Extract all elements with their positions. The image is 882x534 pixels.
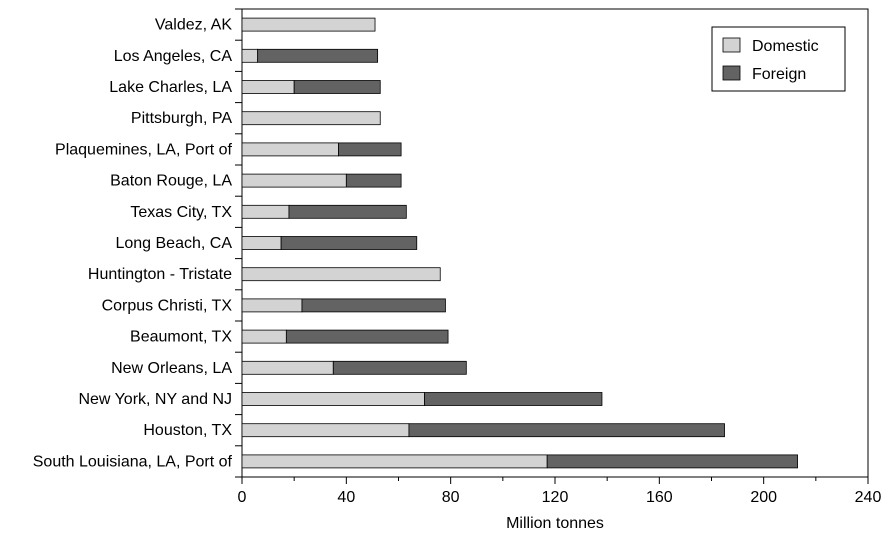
bar-domestic-new-york-ny-and-nj xyxy=(241,392,425,406)
bar-foreign-baton-rouge-la xyxy=(345,173,402,188)
bar-domestic-beaumont-tx xyxy=(241,329,287,344)
category-label-corpus-christi-tx: Corpus Christi, TX xyxy=(102,297,233,314)
bar-domestic-south-louisiana-la-port-of xyxy=(241,454,548,469)
bar-domestic-los-angeles-ca xyxy=(241,48,259,63)
bars-group xyxy=(241,17,798,469)
bar-domestic-valdez-ak xyxy=(241,17,376,32)
category-label-houston-tx: Houston, TX xyxy=(143,422,232,439)
bar-foreign-los-angeles-ca xyxy=(257,48,379,63)
category-label-los-angeles-ca: Los Angeles, CA xyxy=(114,48,233,65)
bar-domestic-new-orleans-la xyxy=(241,360,334,375)
category-labels: Valdez, AK Los Angeles, CA Lake Charles, L… xyxy=(33,17,233,471)
category-label-beaumont-tx: Beaumont, TX xyxy=(130,329,232,346)
bar-foreign-lake-charles-la xyxy=(293,80,381,94)
category-label-pittsburgh-pa: Pittsburgh, PA xyxy=(131,110,232,127)
bar-foreign-new-york-ny-and-nj xyxy=(424,392,603,406)
bar-foreign-long-beach-ca xyxy=(280,236,418,250)
bar-foreign-corpus-christi-tx xyxy=(301,298,446,313)
category-label-baton-rouge-la: Baton Rouge, LA xyxy=(110,173,232,190)
x-axis: 0 40 80 120 160 200 240 xyxy=(238,477,882,506)
category-label-huntington-tristate: Huntington - Tristate xyxy=(88,266,232,283)
bar-domestic-corpus-christi-tx xyxy=(241,298,303,313)
x-tick-label: 200 xyxy=(750,489,777,506)
x-axis-title: Million tonnes xyxy=(506,515,604,532)
bar-domestic-baton-rouge-la xyxy=(241,173,347,188)
x-tick-label: 40 xyxy=(337,489,355,506)
x-tick-label: 0 xyxy=(238,489,247,506)
legend-swatch-foreign xyxy=(722,65,741,81)
category-label-south-louisiana-la-port-of: South Louisiana, LA, Port of xyxy=(33,453,233,470)
bar-domestic-huntington-tristate xyxy=(241,267,441,282)
category-label-new-york-ny-and-nj: New York, NY and NJ xyxy=(78,391,232,408)
bar-foreign-houston-tx xyxy=(408,423,725,438)
bar-domestic-pittsburgh-pa xyxy=(241,111,381,126)
category-label-valdez-ak: Valdez, AK xyxy=(155,17,232,34)
bar-foreign-beaumont-tx xyxy=(285,329,449,344)
bar-domestic-long-beach-ca xyxy=(241,236,282,250)
category-label-lake-charles-la: Lake Charles, LA xyxy=(109,79,232,96)
bar-domestic-plaquemines-la-port-of xyxy=(241,142,339,157)
bar-foreign-south-louisiana-la-port-of xyxy=(546,454,798,469)
y-ticks xyxy=(235,8,242,478)
x-tick-label: 80 xyxy=(442,489,460,506)
legend: Domestic Foreign xyxy=(711,26,846,92)
legend-label-foreign: Foreign xyxy=(752,66,806,83)
legend-label-domestic: Domestic xyxy=(752,38,819,55)
bar-domestic-houston-tx xyxy=(241,423,410,438)
bar-foreign-texas-city-tx xyxy=(288,204,407,219)
x-tick-label: 160 xyxy=(646,489,673,506)
bar-domestic-lake-charles-la xyxy=(241,80,295,94)
bar-foreign-plaquemines-la-port-of xyxy=(338,142,402,157)
category-label-texas-city-tx: Texas City, TX xyxy=(130,204,232,221)
x-tick-label: 240 xyxy=(855,489,882,506)
bar-domestic-texas-city-tx xyxy=(241,204,290,219)
category-label-long-beach-ca: Long Beach, CA xyxy=(115,235,232,252)
category-label-new-orleans-la: New Orleans, LA xyxy=(111,360,232,377)
category-label-plaquemines-la-port-of: Plaquemines, LA, Port of xyxy=(55,141,233,158)
bar-foreign-new-orleans-la xyxy=(332,360,467,375)
x-tick-label: 120 xyxy=(542,489,569,506)
legend-swatch-domestic xyxy=(722,37,741,53)
